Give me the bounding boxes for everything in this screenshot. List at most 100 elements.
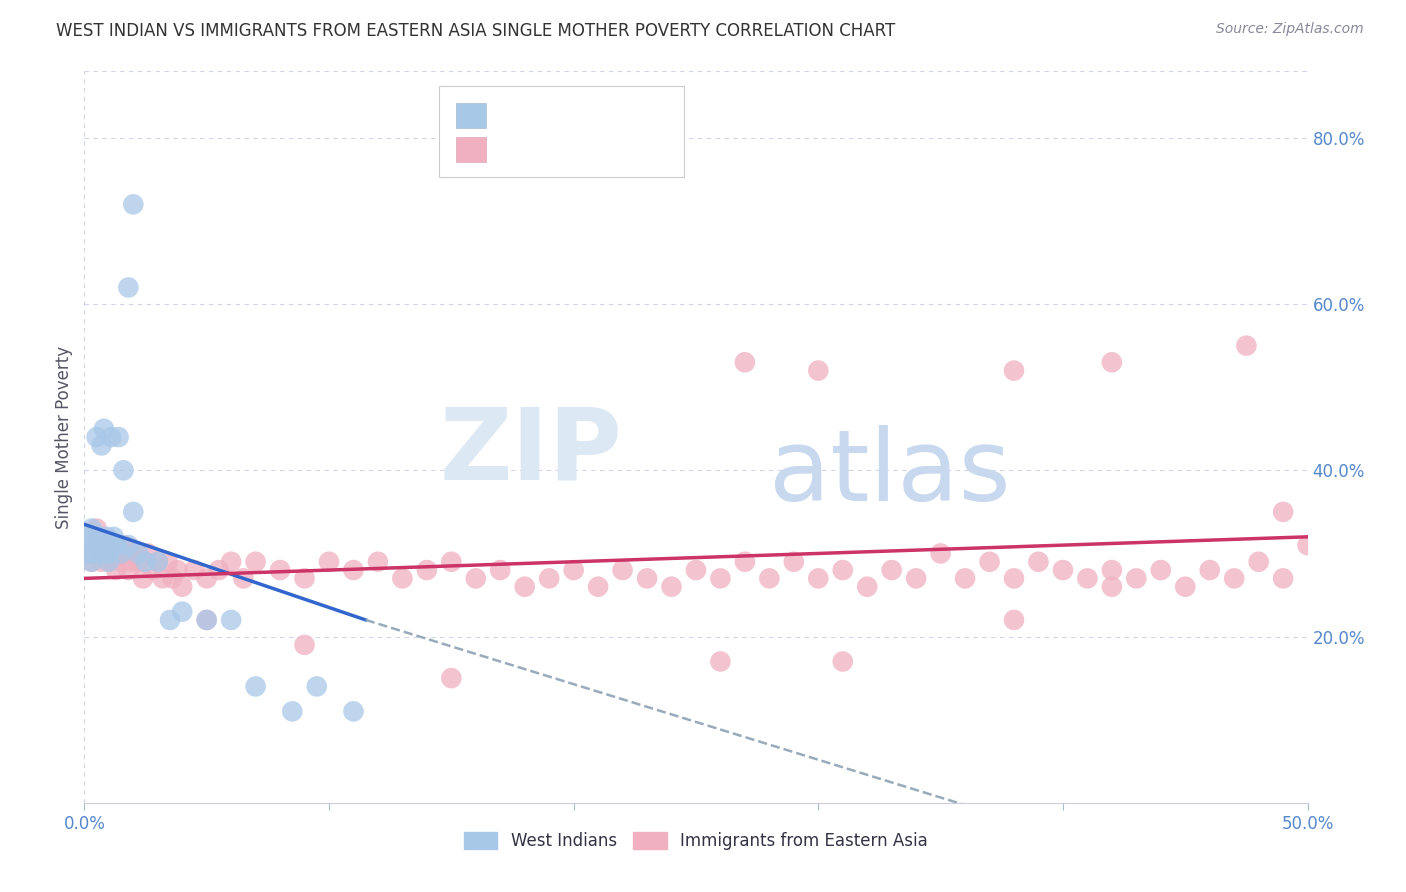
Point <box>979 555 1001 569</box>
Point <box>105 538 128 552</box>
Point <box>219 613 242 627</box>
Point <box>245 555 267 569</box>
Point <box>86 430 108 444</box>
Point <box>183 563 205 577</box>
Point <box>156 555 179 569</box>
Point <box>100 430 122 444</box>
Point <box>100 538 122 552</box>
Point <box>86 521 108 535</box>
Point <box>464 571 486 585</box>
Point <box>77 546 100 560</box>
Point <box>87 530 110 544</box>
Point <box>342 563 364 577</box>
Point <box>489 563 512 577</box>
Point <box>103 546 125 560</box>
Point <box>86 546 108 560</box>
Y-axis label: Single Mother Poverty: Single Mother Poverty <box>55 345 73 529</box>
Point <box>1272 571 1295 585</box>
Point <box>166 563 188 577</box>
Point <box>245 680 267 694</box>
Point <box>709 655 731 669</box>
Point <box>953 571 976 585</box>
Point <box>90 546 112 560</box>
Point <box>1002 363 1025 377</box>
Point <box>1198 563 1220 577</box>
Legend: West Indians, Immigrants from Eastern Asia: West Indians, Immigrants from Eastern As… <box>457 825 935 856</box>
Point <box>661 580 683 594</box>
Point <box>142 563 165 577</box>
Point <box>807 571 830 585</box>
Point <box>856 580 879 594</box>
Point <box>1101 580 1123 594</box>
Point <box>538 571 561 585</box>
Point <box>77 546 100 560</box>
Point <box>734 355 756 369</box>
Point <box>929 546 952 560</box>
Point <box>83 538 105 552</box>
Point <box>1076 571 1098 585</box>
Point <box>1125 571 1147 585</box>
Text: R =: R = <box>496 142 530 157</box>
Point <box>97 555 120 569</box>
Point <box>146 555 169 569</box>
Point <box>107 430 129 444</box>
Point <box>97 546 120 560</box>
Point <box>110 546 132 560</box>
Point <box>1002 571 1025 585</box>
Point <box>90 438 112 452</box>
Point <box>440 555 463 569</box>
Point <box>162 571 184 585</box>
Point <box>87 546 110 560</box>
Point <box>807 363 830 377</box>
Point <box>127 546 149 560</box>
Point <box>96 530 118 544</box>
Point <box>440 671 463 685</box>
Point <box>195 571 218 585</box>
Text: N =: N = <box>609 108 652 123</box>
FancyBboxPatch shape <box>439 86 683 178</box>
Point <box>112 463 135 477</box>
Point <box>208 563 231 577</box>
FancyBboxPatch shape <box>456 137 485 162</box>
Point <box>122 546 145 560</box>
Point <box>122 197 145 211</box>
Point <box>103 530 125 544</box>
Point <box>1002 613 1025 627</box>
Point <box>93 538 115 552</box>
Point <box>318 555 340 569</box>
Text: -0.253: -0.253 <box>543 108 598 123</box>
Point <box>195 613 218 627</box>
Point <box>159 613 181 627</box>
Point <box>96 546 118 560</box>
Point <box>294 638 316 652</box>
Point <box>1272 505 1295 519</box>
Point <box>391 571 413 585</box>
Point <box>122 505 145 519</box>
Point <box>269 563 291 577</box>
Point <box>87 538 110 552</box>
Point <box>146 555 169 569</box>
Point <box>120 555 142 569</box>
Point <box>342 705 364 719</box>
Point <box>93 422 115 436</box>
Point <box>294 571 316 585</box>
Point <box>1028 555 1050 569</box>
Point <box>96 546 118 560</box>
Point <box>112 538 135 552</box>
Point <box>281 705 304 719</box>
Point <box>172 605 194 619</box>
Text: WEST INDIAN VS IMMIGRANTS FROM EASTERN ASIA SINGLE MOTHER POVERTY CORRELATION CH: WEST INDIAN VS IMMIGRANTS FROM EASTERN A… <box>56 22 896 40</box>
Point <box>195 613 218 627</box>
Point <box>1174 580 1197 594</box>
Point <box>77 530 100 544</box>
Point <box>1223 571 1246 585</box>
Point <box>135 555 157 569</box>
Point <box>305 680 328 694</box>
Point <box>636 571 658 585</box>
Point <box>831 563 853 577</box>
Point <box>80 555 103 569</box>
Text: atlas: atlas <box>769 425 1011 522</box>
Point <box>905 571 928 585</box>
Point <box>83 538 105 552</box>
Point <box>76 538 98 552</box>
